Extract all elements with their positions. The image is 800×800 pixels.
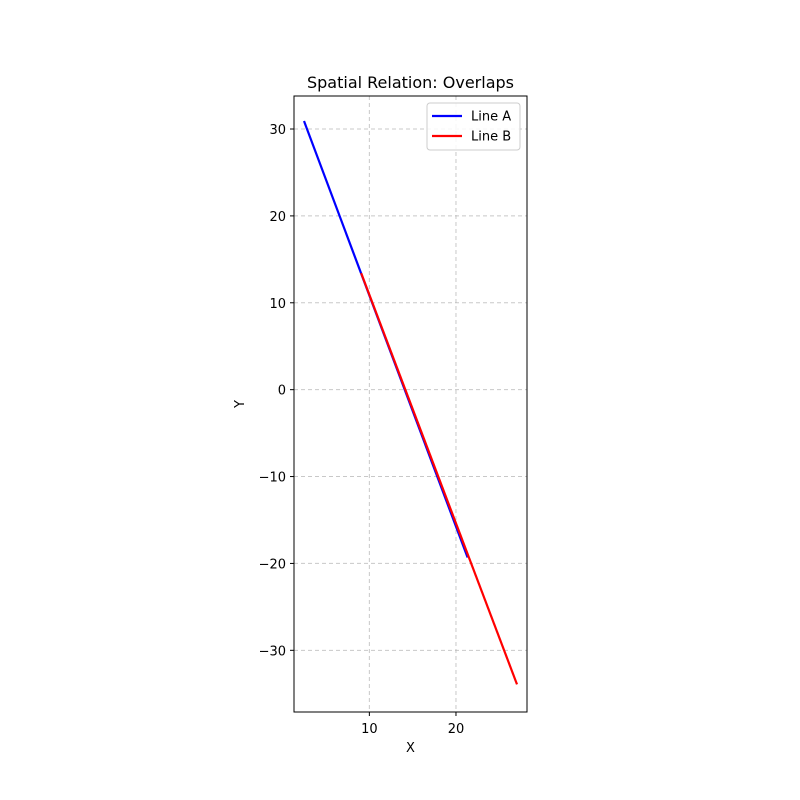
- chart-title: Spatial Relation: Overlaps: [307, 73, 514, 92]
- legend: Line A Line B: [426, 102, 521, 151]
- legend-box: [426, 102, 521, 151]
- y-axis-label: Y: [233, 400, 248, 409]
- y-tick-label: 20: [269, 210, 286, 225]
- x-axis-ticks: 10 20: [361, 712, 464, 737]
- x-tick-label: 20: [448, 722, 465, 737]
- y-tick-label: 10: [269, 297, 286, 312]
- plot-frame: [293, 95, 528, 713]
- series-line-line-b: [360, 272, 519, 685]
- x-axis-label: X: [406, 741, 415, 756]
- grid: [294, 96, 527, 712]
- y-tick-label: 0: [278, 384, 286, 399]
- y-axis-ticks: −30 −20 −10 0 10 20 30: [259, 123, 294, 659]
- legend-label: Line A: [471, 110, 511, 125]
- y-tick-label: −10: [259, 471, 286, 486]
- legend-label: Line B: [471, 130, 511, 145]
- series-layer: [302, 120, 519, 685]
- y-tick-label: −30: [259, 644, 286, 659]
- y-tick-label: 30: [269, 123, 286, 138]
- x-tick-label: 10: [361, 722, 378, 737]
- y-tick-label: −20: [259, 557, 286, 572]
